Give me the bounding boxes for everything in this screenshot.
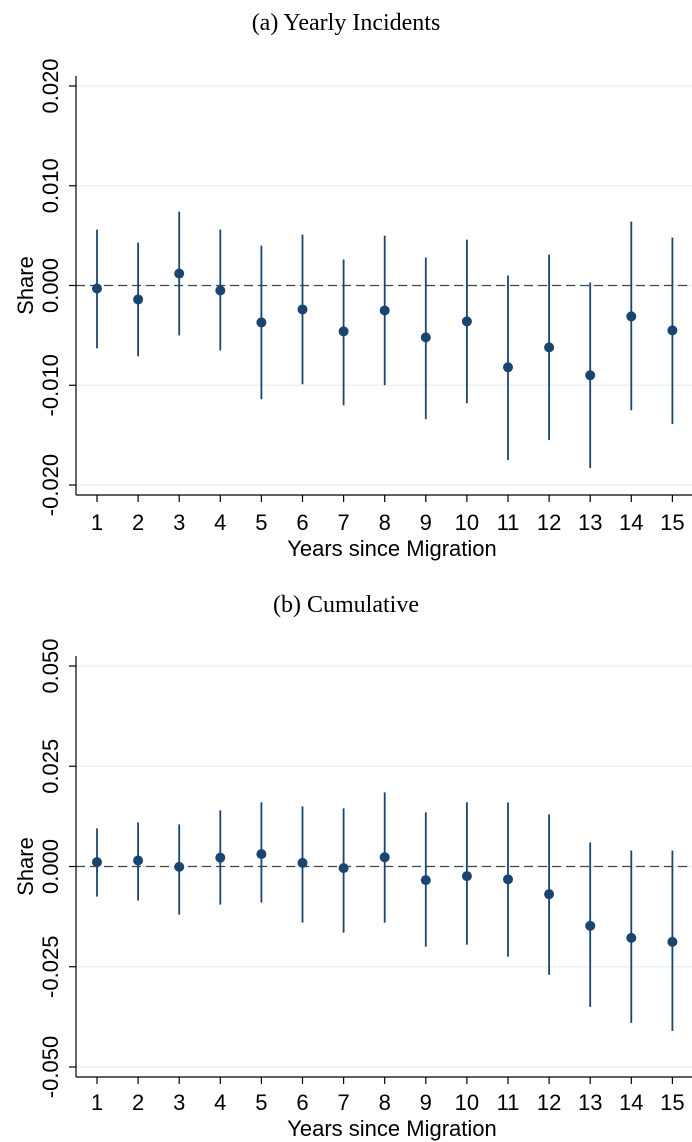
- point-estimate-marker: [667, 325, 678, 336]
- x-axis-label: Years since Migration: [287, 1116, 497, 1141]
- x-tick-label: 10: [455, 1090, 479, 1115]
- chart-title: (b) Cumulative: [273, 592, 419, 618]
- x-tick-label: 9: [420, 1090, 432, 1115]
- y-tick-label: -0.010: [38, 354, 63, 416]
- point-estimate-marker: [420, 332, 431, 343]
- x-tick-label: 5: [255, 1090, 267, 1115]
- point-estimate-marker: [585, 370, 596, 381]
- x-tick-label: 6: [296, 510, 308, 535]
- point-estimate-marker: [133, 294, 144, 305]
- point-estimate-marker: [626, 932, 637, 943]
- x-tick-label: 8: [379, 510, 391, 535]
- point-estimate-marker: [379, 852, 390, 863]
- x-tick-label: 4: [214, 510, 226, 535]
- point-estimate-marker: [174, 861, 185, 872]
- x-tick-label: 9: [420, 510, 432, 535]
- point-estimate-marker: [461, 871, 472, 882]
- chart-title: (a) Yearly Incidents: [252, 10, 441, 36]
- x-tick-label: 14: [619, 1090, 643, 1115]
- point-estimate-marker: [133, 855, 144, 866]
- x-tick-label: 11: [497, 510, 520, 535]
- x-tick-label: 6: [296, 1090, 308, 1115]
- point-estimate-marker: [544, 342, 555, 353]
- y-axis-label: Share: [13, 256, 38, 315]
- x-tick-label: 13: [578, 510, 602, 535]
- x-tick-label: 14: [619, 510, 643, 535]
- point-estimate-marker: [461, 316, 472, 327]
- point-estimate-marker: [585, 920, 596, 931]
- point-estimate-marker: [215, 852, 226, 863]
- y-tick-label: -0.050: [38, 1036, 63, 1098]
- x-tick-label: 15: [660, 1090, 684, 1115]
- y-tick-label: -0.025: [38, 936, 63, 998]
- point-estimate-marker: [297, 304, 308, 315]
- point-estimate-marker: [92, 857, 102, 868]
- point-estimate-marker: [92, 283, 102, 294]
- x-tick-label: 15: [660, 510, 684, 535]
- y-tick-label: 0.020: [38, 58, 63, 113]
- y-tick-label: 0.025: [38, 739, 63, 794]
- x-tick-label: 12: [537, 1090, 561, 1115]
- point-estimate-marker: [667, 936, 678, 947]
- y-tick-label: -0.020: [38, 454, 63, 516]
- x-tick-label: 13: [578, 1090, 602, 1115]
- x-tick-label: 7: [337, 510, 349, 535]
- x-tick-label: 12: [537, 510, 561, 535]
- point-estimate-marker: [256, 317, 267, 328]
- point-estimate-marker: [338, 326, 349, 337]
- point-estimate-marker: [215, 285, 226, 296]
- x-tick-label: 10: [455, 510, 479, 535]
- y-tick-label: 0.050: [38, 638, 63, 693]
- x-tick-label: 1: [91, 510, 103, 535]
- panel-a-yearly-incidents: (a) Yearly Incidents -0.020 -0.010 0.000 0.0…: [13, 10, 692, 561]
- point-estimate-marker: [420, 875, 431, 886]
- point-estimate-marker: [379, 305, 390, 316]
- x-tick-label: 11: [497, 1090, 520, 1115]
- x-tick-label: 2: [132, 510, 144, 535]
- point-estimate-marker: [503, 874, 513, 885]
- x-tick-label: 4: [214, 1090, 226, 1115]
- point-estimate-marker: [544, 889, 555, 900]
- panel-b-cumulative: (b) Cumulative -0.050 -0.025 0.000 0.025 0.05…: [13, 592, 692, 1141]
- point-estimate-marker: [174, 268, 185, 279]
- point-estimate-marker: [297, 857, 308, 868]
- x-axis-label: Years since Migration: [287, 536, 497, 561]
- x-tick-label: 8: [379, 1090, 391, 1115]
- x-tick-label: 1: [91, 1090, 103, 1115]
- y-tick-label: 0.010: [38, 158, 63, 213]
- x-tick-label: 7: [337, 1090, 349, 1115]
- point-estimate-marker: [338, 863, 349, 874]
- x-tick-label: 3: [173, 1090, 185, 1115]
- y-tick-label: 0.000: [38, 258, 63, 313]
- point-estimate-marker: [503, 362, 513, 373]
- x-tick-label: 3: [173, 510, 185, 535]
- y-axis-label: Share: [13, 837, 38, 896]
- x-tick-label: 5: [255, 510, 267, 535]
- y-tick-label: 0.000: [38, 839, 63, 894]
- point-estimate-marker: [626, 311, 637, 322]
- x-tick-label: 2: [132, 1090, 144, 1115]
- point-estimate-marker: [256, 849, 267, 860]
